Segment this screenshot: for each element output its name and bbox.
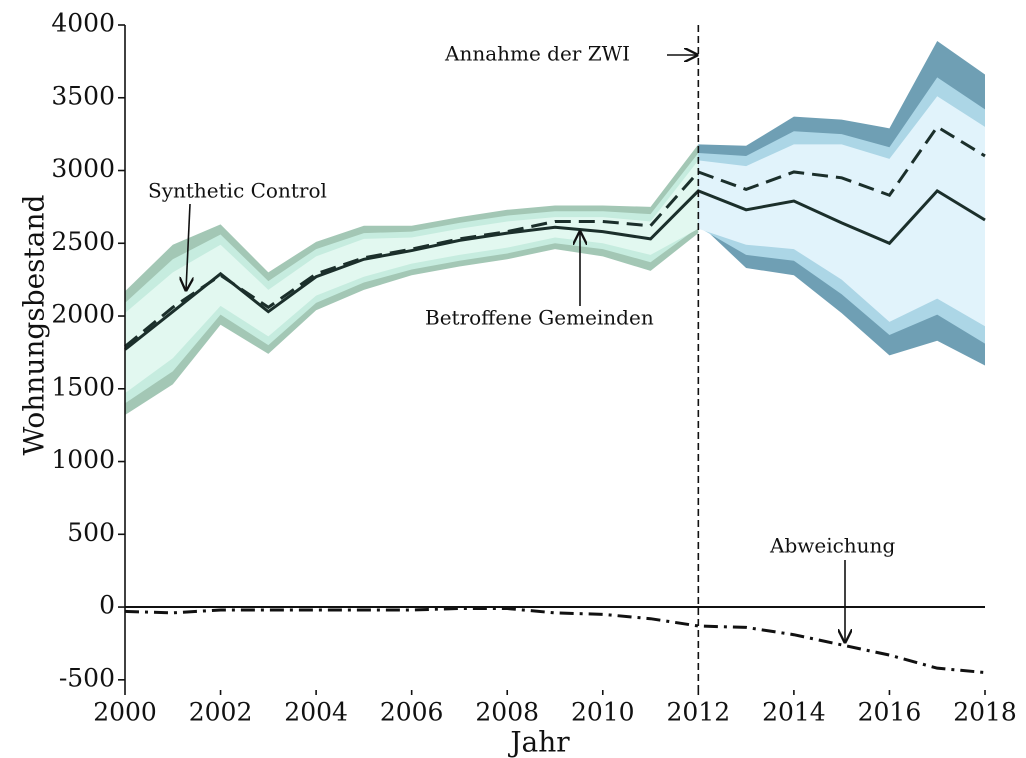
x-tick-label: 2010 xyxy=(571,698,635,727)
y-tick-label: 1500 xyxy=(51,372,115,401)
confidence-band xyxy=(698,96,985,327)
y-tick-label: 4000 xyxy=(51,9,115,38)
y-tick-label: 1000 xyxy=(51,445,115,474)
x-axis-label: Jahr xyxy=(507,726,570,758)
confidence-band xyxy=(125,160,699,394)
legend-label: Betroffene Gemeinden xyxy=(425,306,654,330)
series-line xyxy=(124,188,986,351)
y-tick-label: 2500 xyxy=(51,227,115,256)
x-tick-label: 2016 xyxy=(858,698,922,727)
x-tick-label: 2006 xyxy=(380,698,444,727)
lines xyxy=(124,124,986,675)
y-tick-label: 500 xyxy=(67,518,115,547)
bands xyxy=(125,41,985,415)
legend-label: Synthetic Control xyxy=(148,179,327,203)
x-tick-label: 2002 xyxy=(189,698,253,727)
series-line xyxy=(124,124,986,348)
y-tick-label: -500 xyxy=(59,663,115,692)
y-tick-label: 3000 xyxy=(51,154,115,183)
y-tick-label: 2000 xyxy=(51,300,115,329)
x-tick-label: 2014 xyxy=(762,698,826,727)
y-axis-label: Wohnungsbestand xyxy=(18,194,51,455)
x-tick-label: 2012 xyxy=(667,698,731,727)
confidence-band xyxy=(125,153,699,404)
x-tick-label: 2004 xyxy=(284,698,348,727)
series-line xyxy=(124,607,986,675)
legend-arrow xyxy=(186,203,190,290)
x-tick-label: 2018 xyxy=(953,698,1017,727)
y-tick-label: 0 xyxy=(99,591,115,620)
x-tick-label: 2000 xyxy=(93,698,157,727)
x-tick-label: 2008 xyxy=(475,698,539,727)
annotation: Annahme der ZWI xyxy=(444,42,630,66)
axes: -500 0 500 1000 1500 2000 2500 3000 3500 4000 2000… xyxy=(51,9,1016,727)
legend-label: Abweichung xyxy=(769,534,895,558)
y-tick-label: 3500 xyxy=(51,81,115,110)
